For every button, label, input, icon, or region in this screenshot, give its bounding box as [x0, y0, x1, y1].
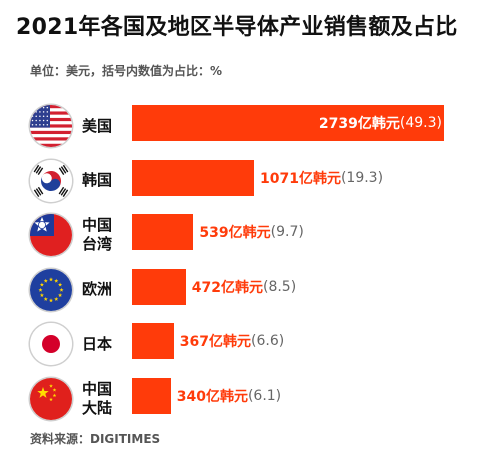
value-label: 340亿韩元 [176, 389, 248, 405]
us-flag-icon [30, 105, 72, 147]
share-label: (49.3) [399, 115, 442, 131]
value-label: 367亿韩元 [179, 334, 252, 351]
bar-row: 中国台湾 539亿韩元 (9.7) [0, 208, 480, 262]
value-label: 2739亿韩元 [318, 116, 400, 132]
category-label-text: 欧洲 [82, 280, 113, 299]
eu-flag-icon [30, 268, 72, 311]
chart-subtitle: 单位：美元，括号内数值为占比：% [30, 64, 223, 78]
bar [132, 268, 186, 305]
bar [132, 214, 194, 251]
share-label: (9.7) [270, 224, 304, 241]
chart-title: 2021年各国及地区半导体产业销售额及占比 [16, 15, 458, 40]
share-label: (6.1) [247, 388, 282, 404]
bar [132, 159, 254, 196]
bar-row: 美国 2739亿韩元 (49.3) [0, 99, 480, 153]
data-label: 1071亿韩元 (19.3) [260, 160, 383, 196]
category-label-text: 美国 [82, 116, 113, 135]
data-label: 340亿韩元 (6.1) [177, 378, 281, 414]
data-label: 2739亿韩元 (49.3) [319, 105, 442, 141]
category-label-text: 日本 [82, 334, 113, 353]
category-label: 美国 [82, 99, 130, 153]
china-flag-icon [30, 378, 72, 420]
taiwan-flag-icon [30, 214, 72, 257]
japan-flag-icon [30, 323, 72, 366]
category-label-text: 韩国 [82, 171, 113, 190]
bar [132, 105, 444, 141]
bar [132, 378, 171, 414]
category-label: 韩国 [82, 154, 130, 208]
south-korea-flag-icon [30, 159, 72, 202]
value-label: 472亿韩元 [191, 279, 263, 296]
bar [132, 323, 174, 360]
bar-row: 韩国 1071亿韩元 (19.3) [0, 154, 480, 208]
data-label: 367亿韩元 (6.6) [180, 323, 284, 359]
value-label: 539亿韩元 [199, 225, 271, 242]
category-label-text: 中国大陆 [82, 380, 113, 417]
bar-row: 欧洲 472亿韩元 (8.5) [0, 263, 480, 317]
share-label: (19.3) [340, 169, 384, 186]
value-label: 1071亿韩元 [259, 170, 341, 187]
category-label: 日本 [82, 317, 130, 371]
category-label: 中国台湾 [82, 208, 130, 262]
data-label: 472亿韩元 (8.5) [192, 269, 296, 305]
data-label: 539亿韩元 (9.7) [199, 214, 303, 250]
bar-row: 日本 367亿韩元 (6.6) [0, 317, 480, 371]
bar-row: 中国大陆 340亿韩元 (6.1) [0, 372, 480, 426]
source-note: 资料来源：DIGITIMES [30, 432, 161, 446]
category-label: 欧洲 [82, 263, 130, 317]
category-label-text: 中国台湾 [82, 216, 113, 254]
category-label: 中国大陆 [82, 372, 130, 426]
share-label: (8.5) [262, 278, 297, 295]
share-label: (6.6) [251, 333, 285, 350]
